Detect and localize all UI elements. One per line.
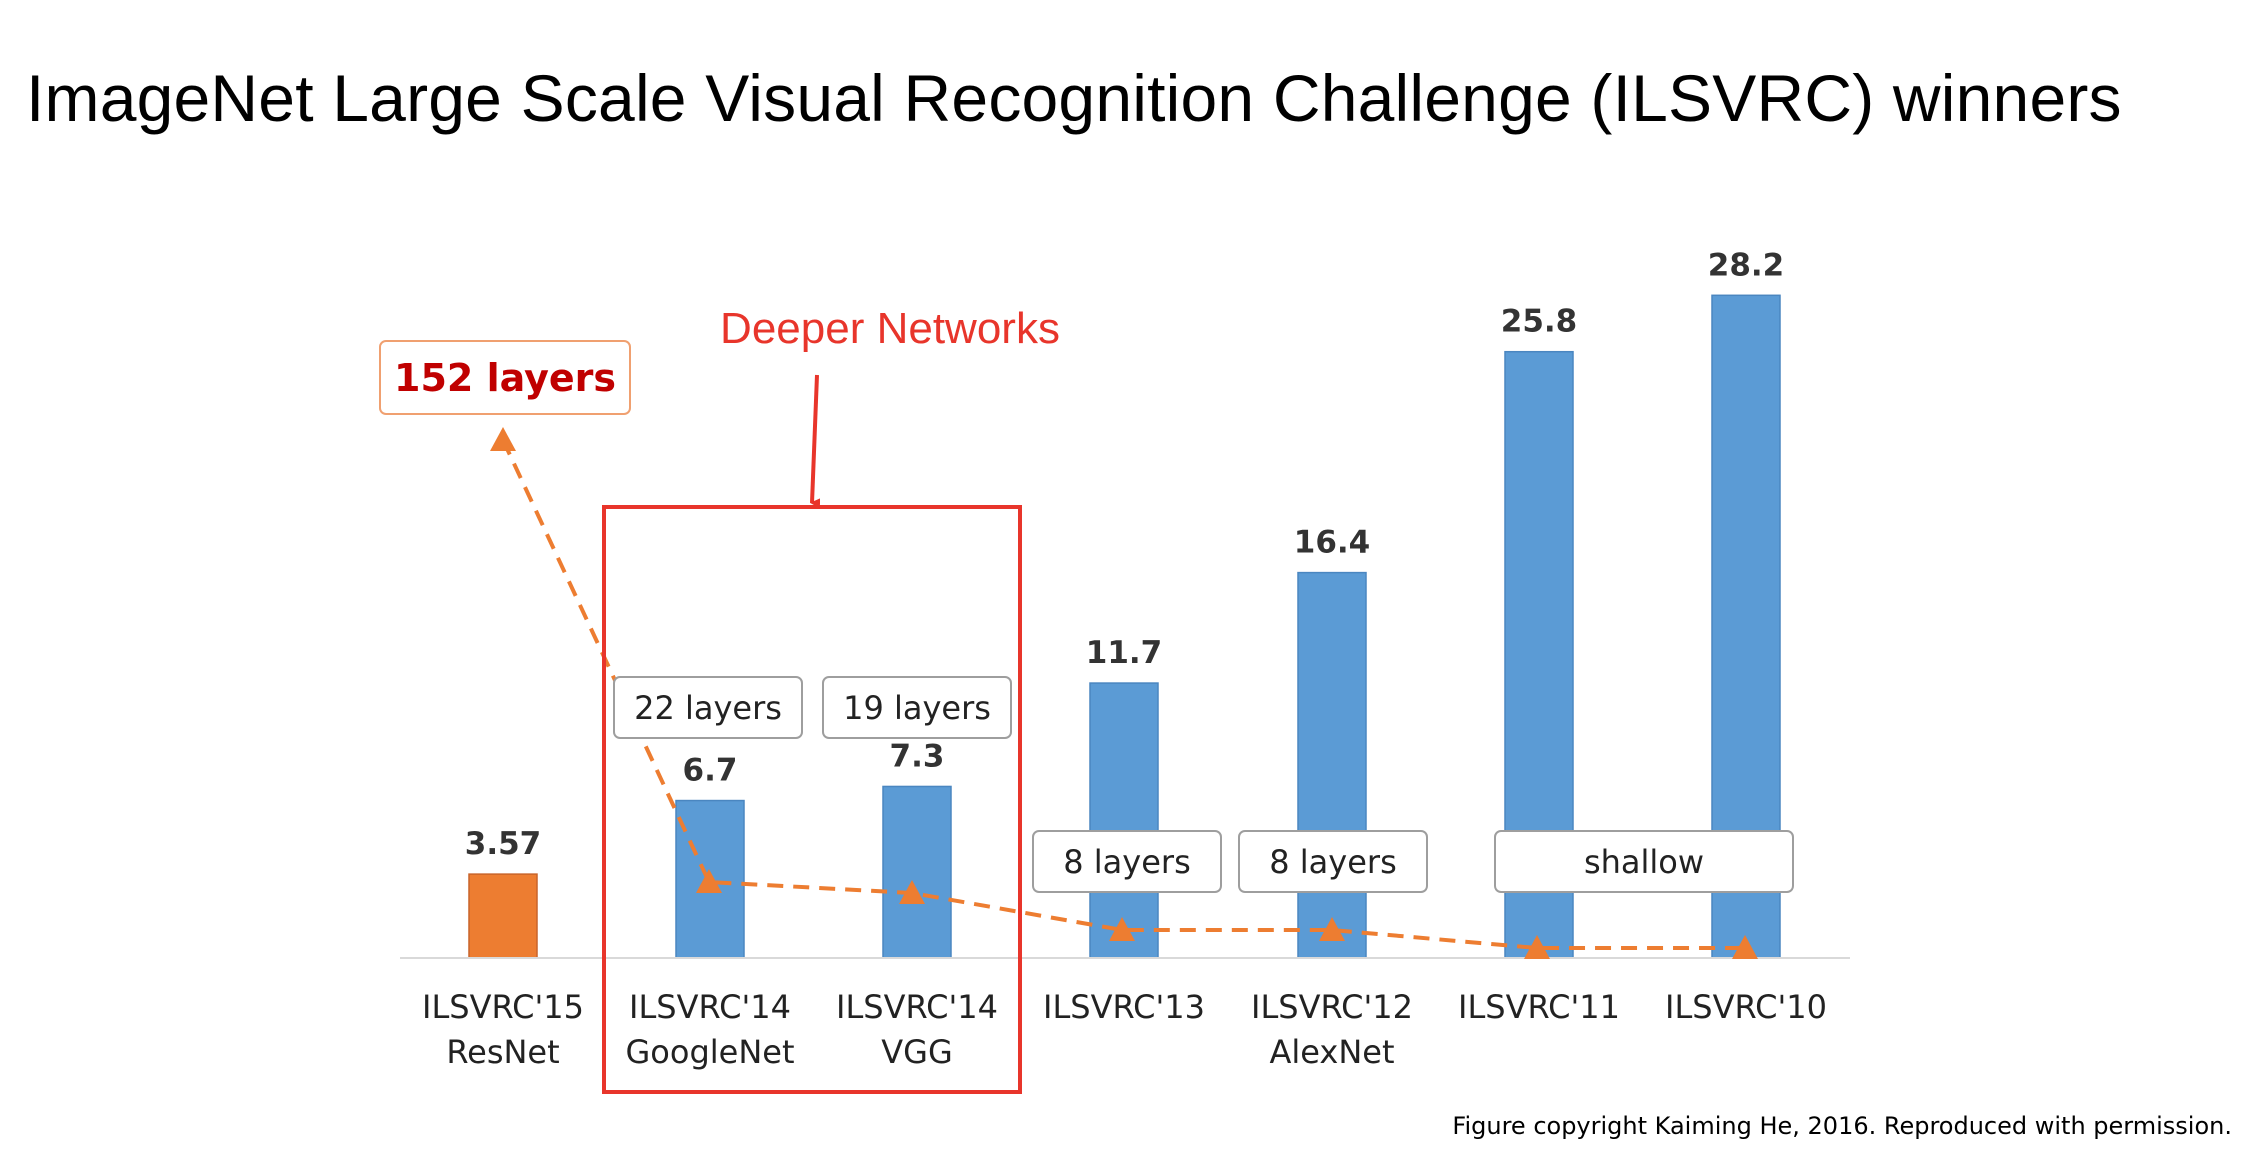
layer-label-5: shallow bbox=[1584, 843, 1704, 881]
value-label-4: 16.4 bbox=[1294, 525, 1371, 561]
layer-box-3 bbox=[1032, 830, 1222, 893]
value-label-1: 6.7 bbox=[683, 753, 738, 789]
layer-box-2 bbox=[822, 676, 1012, 739]
value-label-0: 3.57 bbox=[465, 826, 542, 862]
trend-marker-3 bbox=[1109, 917, 1135, 941]
trend-marker-4 bbox=[1319, 917, 1345, 941]
x-tick-sublabel-4: AlexNet bbox=[1269, 1033, 1394, 1071]
value-label-3: 11.7 bbox=[1086, 635, 1163, 671]
x-tick-label-5: ILSVRC'11 bbox=[1458, 988, 1620, 1026]
layer-label-2: 19 layers bbox=[843, 689, 991, 727]
x-tick-label-2: ILSVRC'14 bbox=[836, 988, 998, 1026]
layer-box-5 bbox=[1494, 830, 1794, 893]
trend-marker-0 bbox=[490, 427, 516, 451]
deeper-networks-label: Deeper Networks bbox=[720, 304, 1060, 353]
layer-label-0: 152 layers bbox=[394, 356, 616, 400]
layer-box-1 bbox=[613, 676, 803, 739]
value-label-5: 25.8 bbox=[1501, 304, 1578, 340]
layer-box-4 bbox=[1238, 830, 1428, 893]
x-tick-sublabel-2: VGG bbox=[881, 1033, 952, 1071]
x-tick-label-3: ILSVRC'13 bbox=[1043, 988, 1205, 1026]
bar-4 bbox=[1297, 571, 1367, 959]
layer-label-4: 8 layers bbox=[1269, 843, 1396, 881]
bar-0 bbox=[468, 873, 538, 959]
deeper-networks-arrow bbox=[810, 374, 821, 509]
slide-title: ImageNet Large Scale Visual Recognition … bbox=[26, 61, 2122, 135]
bar-2 bbox=[882, 785, 952, 959]
x-tick-sublabel-1: GoogleNet bbox=[625, 1033, 794, 1071]
x-tick-label-4: ILSVRC'12 bbox=[1251, 988, 1413, 1026]
layer-label-1: 22 layers bbox=[634, 689, 782, 727]
x-tick-label-6: ILSVRC'10 bbox=[1665, 988, 1827, 1026]
trend-marker-2 bbox=[899, 880, 925, 904]
figure-credit: Figure copyright Kaiming He, 2016. Repro… bbox=[1452, 1112, 2232, 1140]
x-tick-label-0: ILSVRC'15 bbox=[422, 988, 584, 1026]
x-tick-sublabel-0: ResNet bbox=[446, 1033, 559, 1071]
value-label-6: 28.2 bbox=[1708, 247, 1785, 283]
trend-marker-6 bbox=[1732, 935, 1758, 959]
trend-marker-1 bbox=[696, 869, 722, 893]
layer-label-3: 8 layers bbox=[1063, 843, 1190, 881]
value-label-2: 7.3 bbox=[890, 738, 945, 774]
trend-marker-5 bbox=[1524, 935, 1550, 959]
bar-3 bbox=[1089, 682, 1159, 959]
x-tick-label-1: ILSVRC'14 bbox=[629, 988, 791, 1026]
layer-box-0 bbox=[379, 340, 631, 415]
